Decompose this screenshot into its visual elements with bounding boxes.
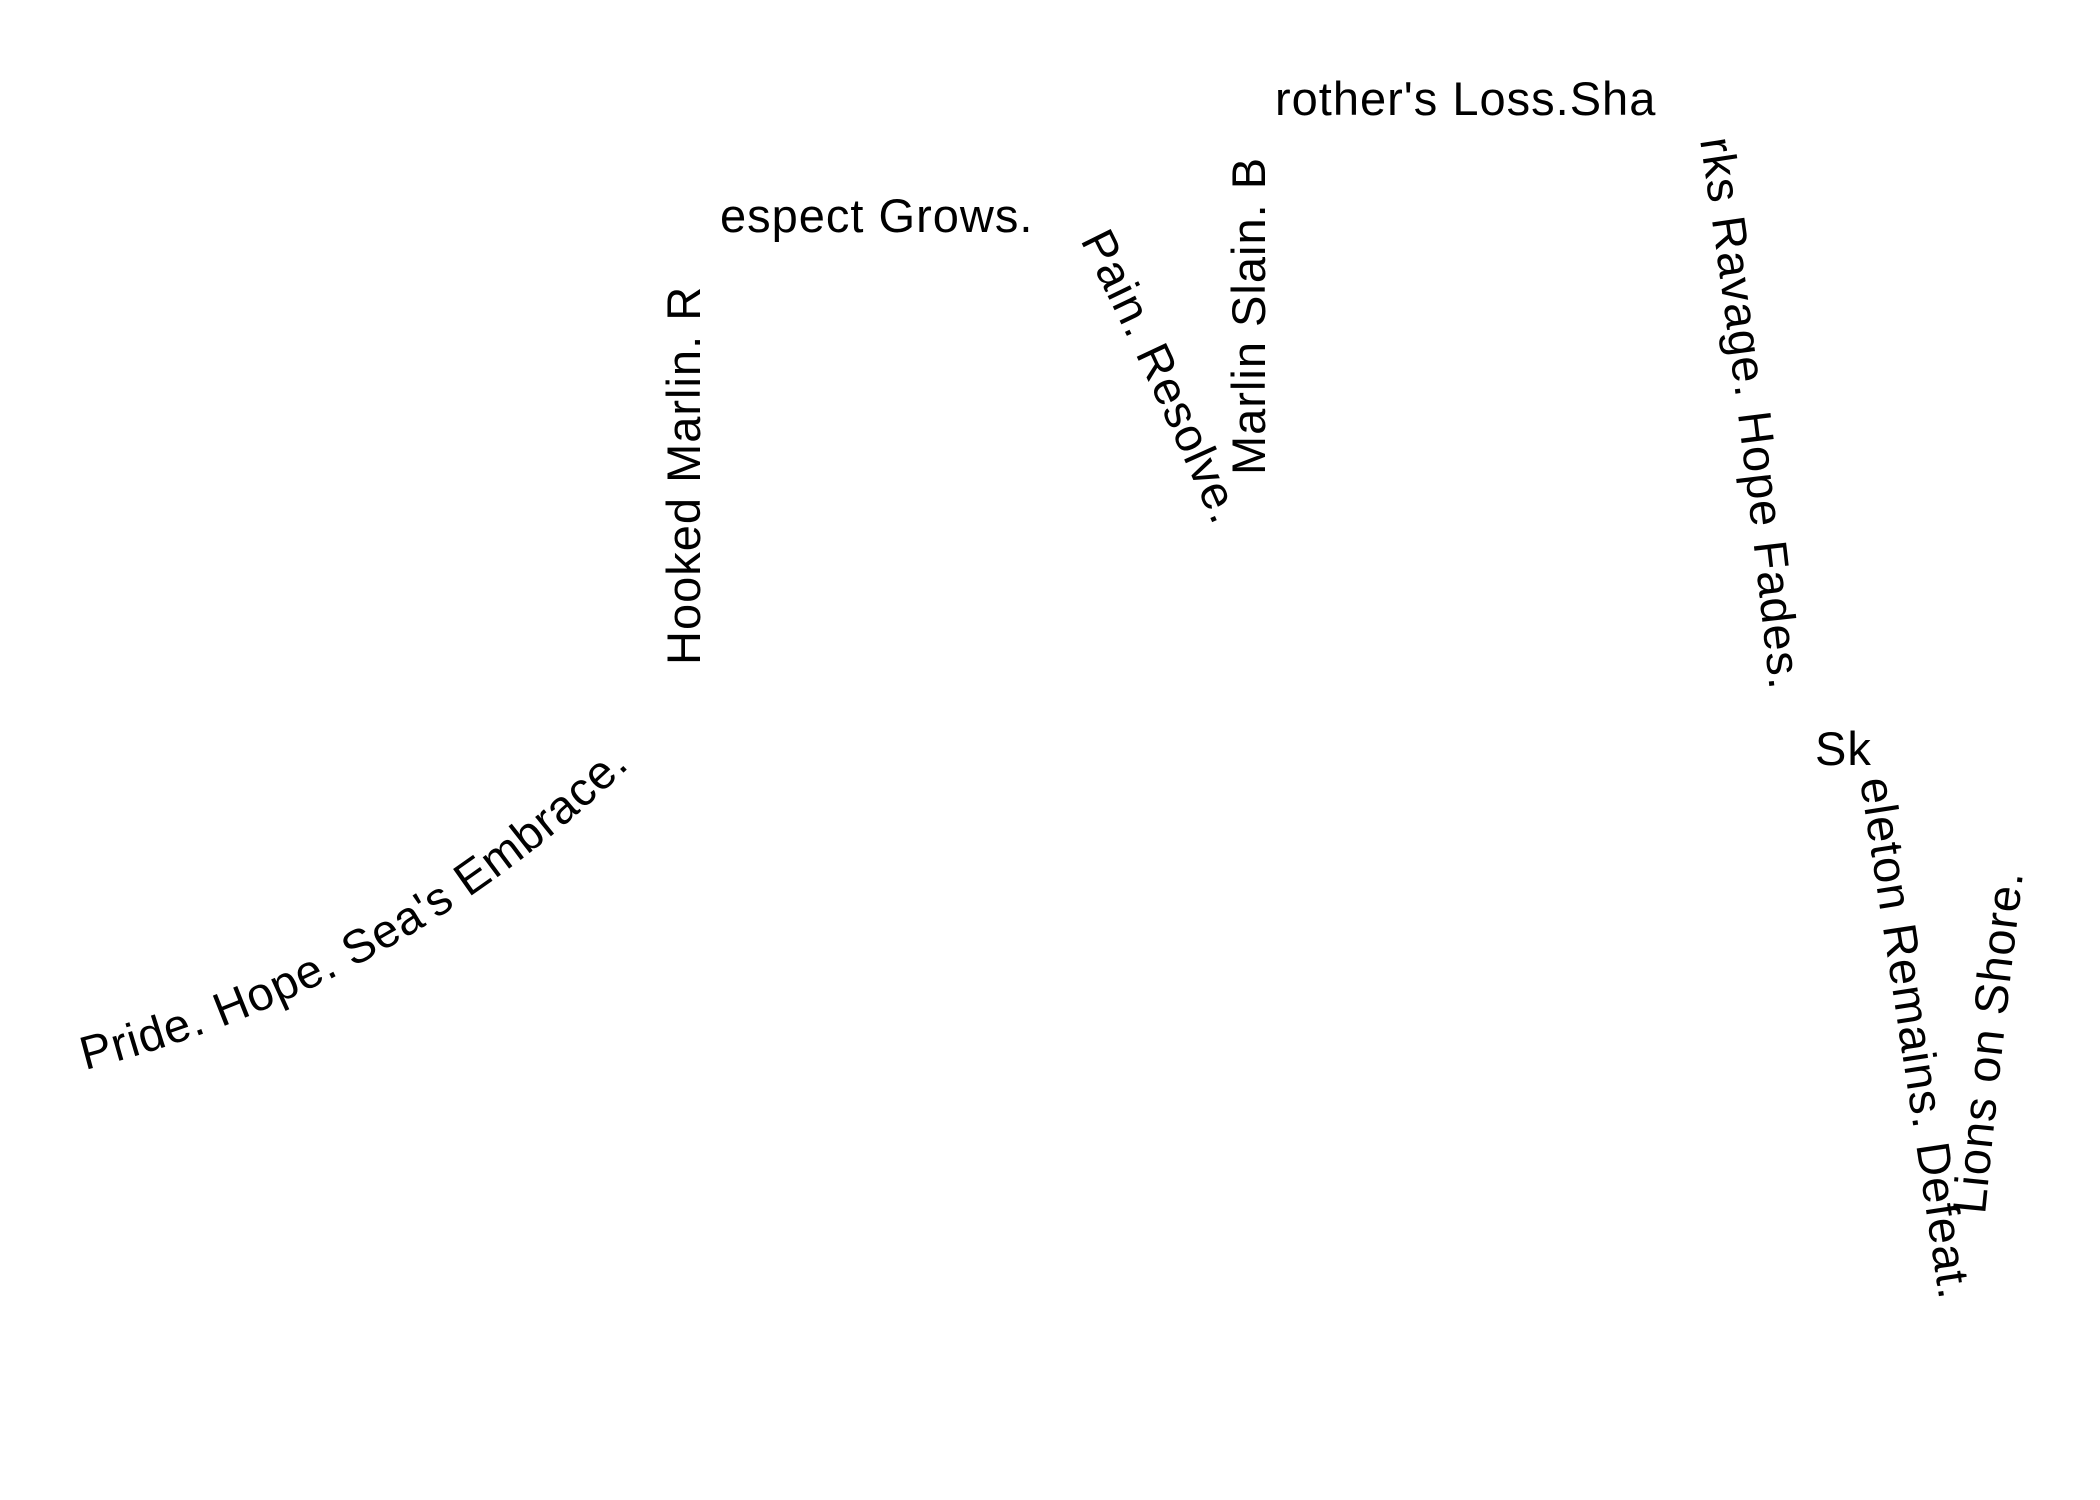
path-text-segment-3-content: espect Grows.	[720, 189, 1032, 242]
path-text-segment-1: Pride. Hope. Sea's Embrace.	[74, 735, 638, 1080]
path-text-segment-7: rks Ravage. Hope Fades.	[1690, 133, 1813, 692]
path-text-segment-2-content: Hooked Marlin. R	[657, 286, 709, 665]
path-text-segment-1-content: Pride. Hope. Sea's Embrace.	[74, 735, 637, 1080]
path-text-segment-2: Hooked Marlin. R	[657, 286, 710, 665]
path-text-segment-7-content: rks Ravage. Hope Fades.	[1690, 133, 1812, 692]
path-text-segment-3: espect Grows.	[720, 189, 1033, 242]
path-text-segment-10-content: Lions on Shore.	[1942, 867, 2032, 1216]
path-text-segment-10: Lions on Shore.	[1942, 867, 2033, 1216]
path-text-segment-8: Sk	[1815, 722, 1872, 775]
path-text-segment-8-content: Sk	[1815, 722, 1871, 775]
path-text-segment-6-content: rother's Loss.Sha	[1275, 72, 1655, 125]
path-text-segment-5: Marlin Slain. B	[1222, 157, 1275, 475]
path-text-segment-6: rother's Loss.Sha	[1275, 72, 1656, 125]
path-text-segment-5-content: Marlin Slain. B	[1222, 157, 1274, 475]
